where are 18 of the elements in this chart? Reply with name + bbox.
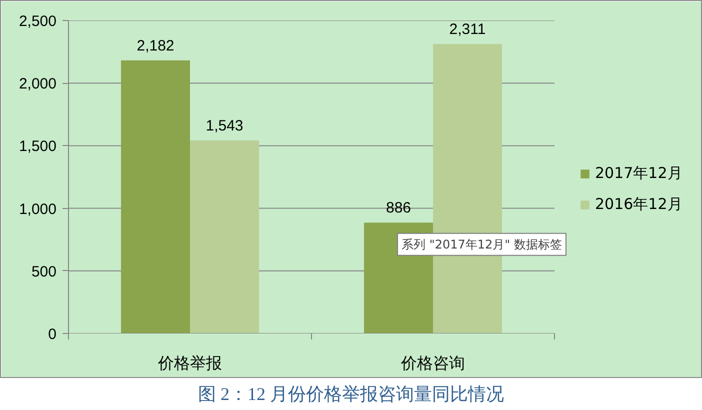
y-tick-label: 2,000	[18, 76, 57, 93]
x-tick-label: 价格咨询	[400, 354, 465, 372]
y-tick-label: 0	[48, 326, 56, 343]
data-label: 2,182	[136, 37, 174, 54]
y-tick-label: 500	[31, 263, 57, 280]
y-tick-label: 1,000	[18, 200, 57, 218]
legend-label: 2017年12月	[595, 164, 682, 183]
y-tick-label: 2,500	[18, 13, 57, 30]
caption: 图 2：12 月份价格举报咨询量同比情况	[198, 383, 504, 406]
data-label: 886	[386, 200, 412, 217]
bar	[120, 60, 190, 334]
annotation: 系列 "2017年12月" 数据标签	[402, 237, 562, 252]
data-label: 1,543	[206, 117, 244, 134]
x-tick-label: 价格举报	[157, 354, 222, 372]
legend-label: 2016年12月	[595, 195, 682, 214]
data-label: 2,311	[449, 21, 486, 38]
bar	[190, 140, 260, 334]
y-tick-label: 1,500	[18, 138, 57, 156]
